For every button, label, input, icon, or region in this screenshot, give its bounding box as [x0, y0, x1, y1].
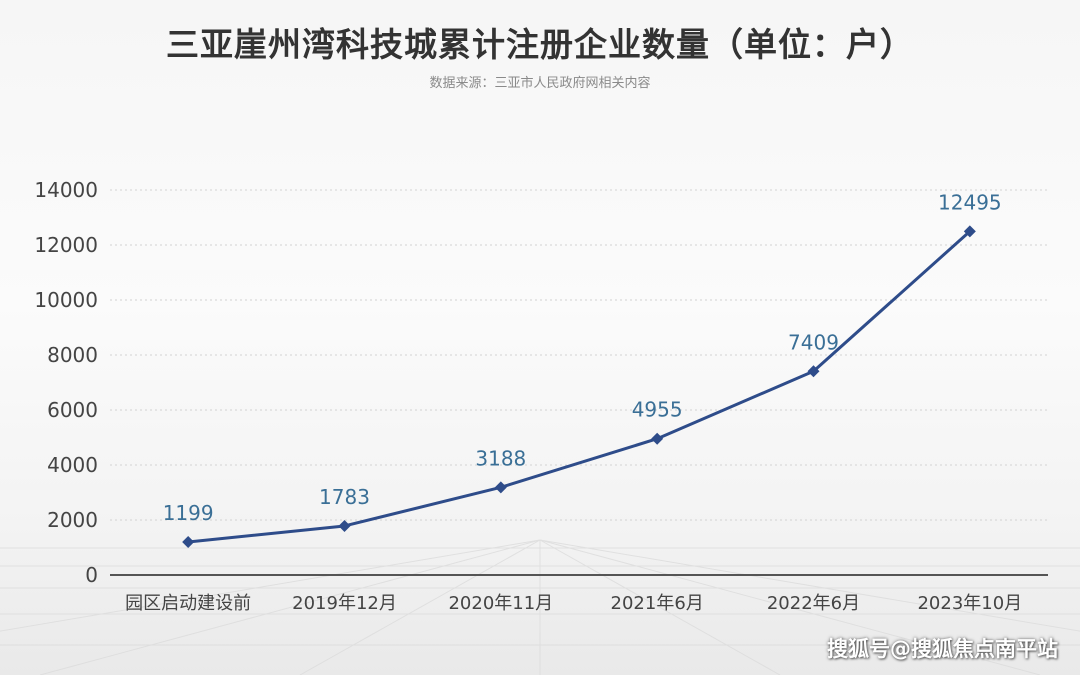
y-tick-label: 10000 [34, 288, 98, 312]
data-label: 3188 [475, 446, 526, 470]
x-tick-label: 2023年10月 [917, 593, 1022, 614]
data-label: 7409 [788, 330, 839, 354]
x-axis-tick-labels: 园区启动建设前 2019年12月 2020年11月 2021年6月 2022年6月 202… [125, 593, 1022, 614]
chart-subtitle: 数据来源：三亚市人民政府网相关内容 [429, 76, 651, 91]
y-axis-tick-labels: 0 2000 4000 6000 8000 10000 12000 14000 [34, 178, 98, 587]
y-tick-label: 12000 [34, 233, 98, 257]
grid-lines [110, 189, 1048, 521]
y-tick-label: 8000 [47, 343, 98, 367]
series [182, 225, 976, 549]
series-line [186, 229, 972, 544]
data-point [338, 519, 351, 532]
data-point [651, 432, 664, 445]
x-tick-label: 2020年11月 [448, 593, 553, 614]
data-point [807, 365, 820, 378]
data-label: 4955 [632, 398, 683, 422]
x-tick-label: 2019年12月 [292, 593, 397, 614]
watermark: 搜狐号@搜狐焦点南平站 [827, 637, 1058, 661]
data-labels: 1199 1783 3188 4955 7409 12495 [163, 190, 1002, 525]
data-point [182, 536, 195, 549]
data-label: 12495 [938, 190, 1002, 214]
y-tick-label: 14000 [34, 178, 98, 202]
x-tick-label: 2021年6月 [611, 593, 704, 614]
y-tick-label: 0 [85, 563, 98, 587]
data-point [494, 481, 507, 494]
data-point [963, 225, 976, 238]
y-tick-label: 4000 [47, 453, 98, 477]
data-label: 1783 [319, 485, 370, 509]
y-tick-label: 2000 [47, 508, 98, 532]
x-tick-label: 园区启动建设前 [125, 593, 251, 614]
x-tick-label: 2022年6月 [767, 593, 860, 614]
data-label: 1199 [163, 501, 214, 525]
y-tick-label: 6000 [47, 398, 98, 422]
chart-title: 三亚崖州湾科技城累计注册企业数量（单位：户） [166, 25, 914, 64]
